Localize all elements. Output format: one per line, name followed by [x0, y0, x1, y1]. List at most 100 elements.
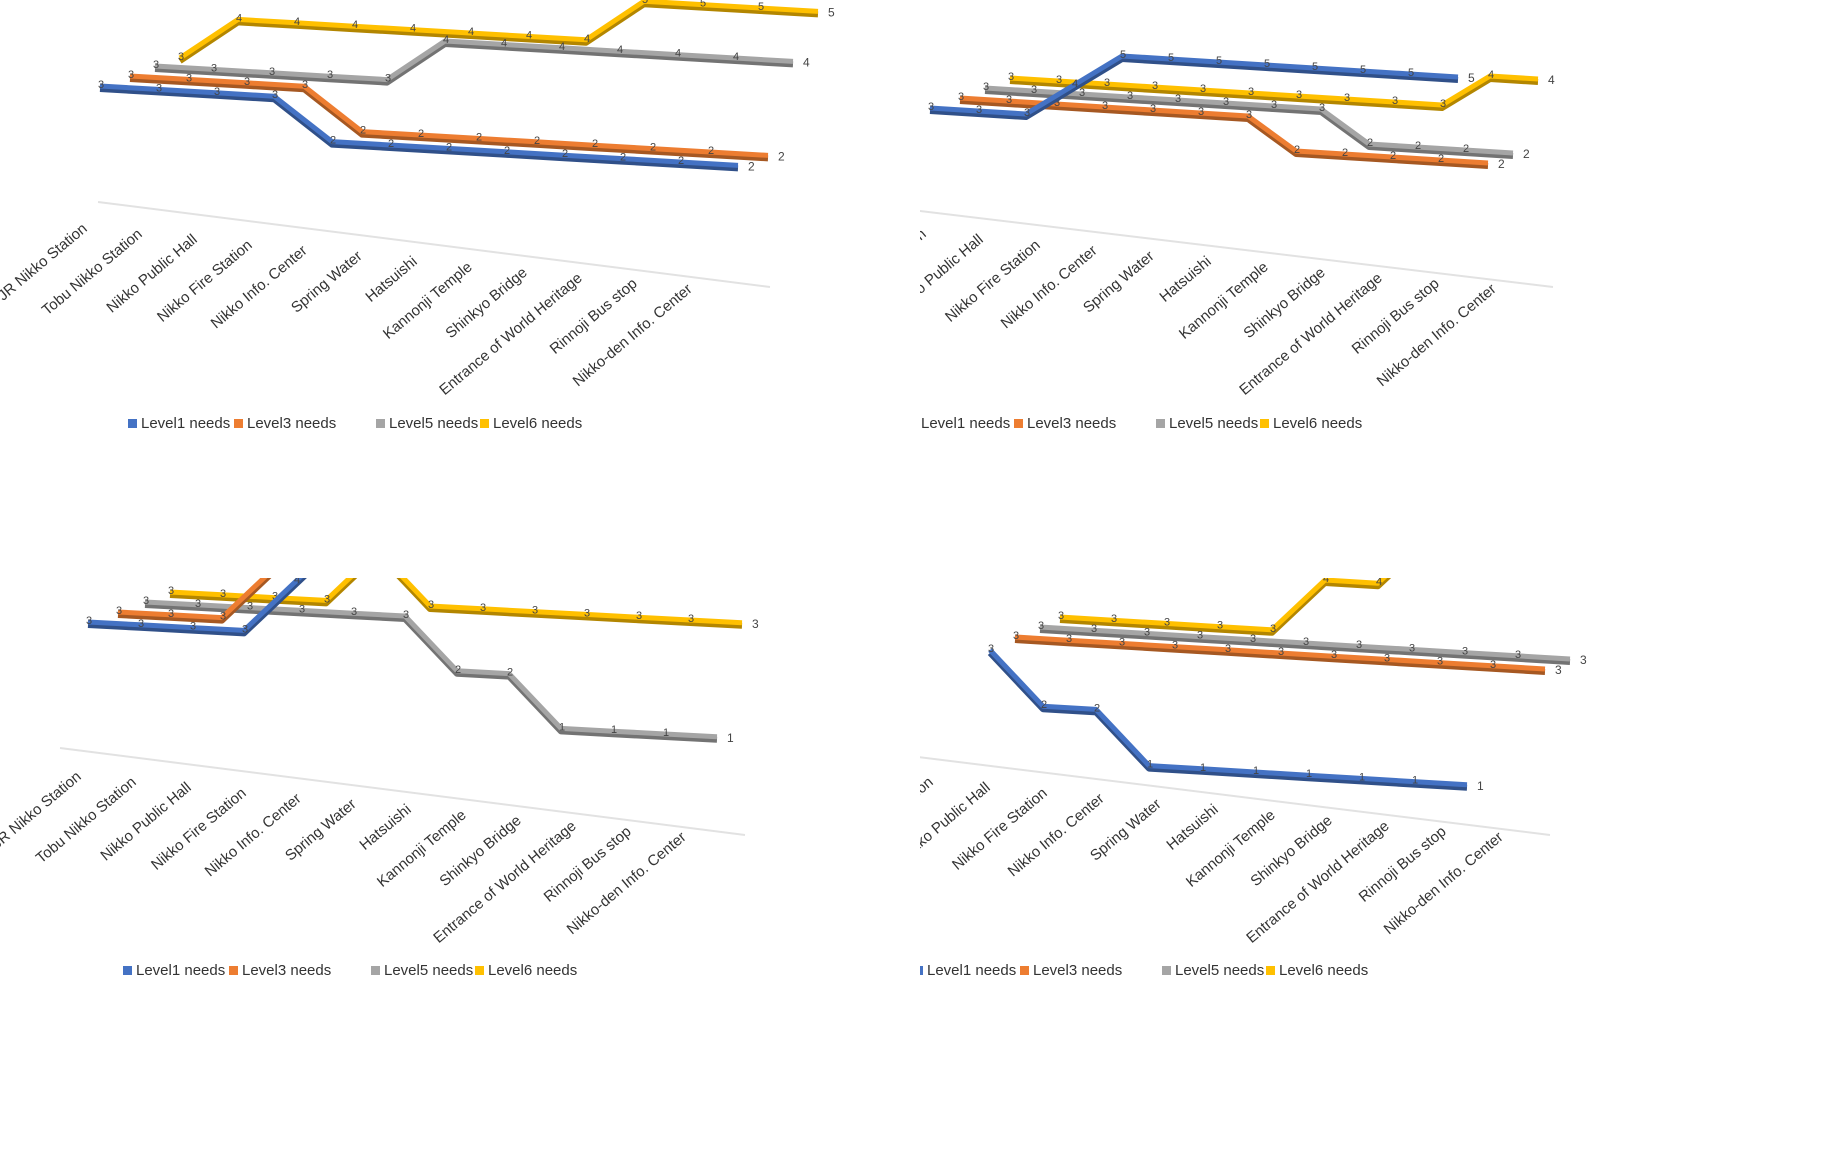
- data-label: 2: [1498, 157, 1505, 171]
- data-label: 3: [1031, 84, 1037, 96]
- chart-svg-2: 3 3 3 3 3 3 3 3 3 34 43 3 3 3 3 3 3 32 2 2 23 3 3 3 3 3 32 2 2 2 23 3 34…: [920, 49, 1555, 432]
- x-tick-label: Nikko-den Info. Center: [1381, 829, 1507, 938]
- data-label: 3: [1111, 613, 1117, 625]
- legend-label: Level3 needs: [1027, 415, 1116, 432]
- data-label: 2: [418, 128, 424, 140]
- data-label: 3: [688, 613, 694, 625]
- data-label: 1: [1253, 765, 1259, 777]
- legend-swatch: [128, 419, 137, 428]
- data-label: 2: [1094, 702, 1100, 714]
- data-label: 4: [526, 29, 532, 41]
- data-label: 3: [1198, 106, 1204, 118]
- data-label: 4: [410, 23, 416, 35]
- data-label: 4: [294, 578, 300, 586]
- series-line-level3-needs: [129, 73, 769, 158]
- data-label: 3: [153, 59, 159, 71]
- data-label: 2: [1367, 137, 1373, 149]
- series-ribbon-shadow: [129, 76, 769, 162]
- data-label: 3: [186, 72, 192, 84]
- data-label: 2: [1041, 699, 1047, 711]
- series-ribbon-shadow: [929, 56, 1459, 120]
- data-label: 4: [1548, 73, 1555, 87]
- data-label: 3: [98, 79, 104, 91]
- series-ribbon-shadow: [144, 602, 718, 743]
- data-label: 3: [242, 623, 248, 635]
- data-label: 3: [143, 595, 149, 607]
- x-tick-label: Nikko-den Info. Center: [570, 281, 696, 390]
- data-label: 1: [611, 724, 617, 736]
- series-line-level1-needs: [929, 53, 1459, 117]
- data-label: 2: [678, 155, 684, 167]
- legend-swatch: [475, 966, 484, 975]
- legend-swatch: [1014, 419, 1023, 428]
- data-label: 2: [708, 145, 714, 157]
- data-label: 3: [480, 602, 486, 614]
- legend-swatch: [123, 966, 132, 975]
- data-label: 4: [501, 37, 507, 49]
- data-label: 3: [1356, 639, 1362, 651]
- data-label: 4: [617, 44, 623, 56]
- data-label: 1: [727, 731, 734, 745]
- floor-axis-line: [920, 756, 1551, 836]
- series-ribbon-shadow: [178, 1, 819, 64]
- series-ribbon-shadow: [87, 578, 307, 637]
- data-label: 3: [168, 608, 174, 620]
- data-label: 3: [1246, 109, 1252, 121]
- data-label: 3: [1058, 610, 1064, 622]
- data-label: 2: [592, 138, 598, 150]
- data-label: 5: [1216, 55, 1222, 67]
- data-label: 2: [455, 664, 461, 676]
- data-label: 3: [1250, 633, 1256, 645]
- data-label: 4: [1072, 78, 1078, 90]
- data-label: 4: [803, 55, 810, 69]
- legend-label: Level5 needs: [1175, 962, 1264, 979]
- data-label: 3: [1024, 107, 1030, 119]
- data-label: 3: [1440, 98, 1446, 110]
- data-label: 3: [1271, 99, 1277, 111]
- series-ribbon-shadow: [117, 578, 272, 624]
- data-label: 3: [211, 62, 217, 74]
- data-label: 3: [302, 79, 308, 91]
- data-label: 3: [1270, 623, 1276, 635]
- legend-swatch: [920, 966, 923, 975]
- series-ribbon-shadow: [984, 88, 1514, 159]
- data-label: 5: [1408, 67, 1414, 79]
- data-label: 3: [1217, 620, 1223, 632]
- series-ribbon-shadow: [99, 86, 739, 172]
- data-label: 4: [1376, 578, 1382, 588]
- data-label: 3: [1248, 86, 1254, 98]
- data-label: 2: [1390, 150, 1396, 162]
- data-label: 3: [244, 76, 250, 88]
- data-label: 4: [675, 48, 681, 60]
- data-label: 3: [272, 591, 278, 603]
- data-label: 2: [1463, 143, 1469, 155]
- data-label: 3: [976, 104, 982, 116]
- legend-swatch: [229, 966, 238, 975]
- x-tick-label: Nikko-den Info. Center: [1374, 281, 1500, 390]
- data-label: 4: [294, 16, 300, 28]
- series-line-level5-needs: [1039, 624, 1571, 662]
- data-label: 1: [1359, 771, 1365, 783]
- data-label: 3: [1054, 97, 1060, 109]
- data-label: 3: [1278, 646, 1284, 658]
- data-label: 1: [559, 721, 565, 733]
- data-label: 3: [1152, 80, 1158, 92]
- data-label: 3: [156, 82, 162, 94]
- data-label: 3: [1008, 71, 1014, 83]
- data-label: 5: [828, 5, 835, 19]
- data-label: 3: [584, 607, 590, 619]
- data-label: 5: [700, 0, 706, 10]
- data-label: 5: [1264, 58, 1270, 70]
- data-label: 3: [1006, 94, 1012, 106]
- data-label: 2: [1294, 144, 1300, 156]
- x-tick-label: Hatsuishi: [356, 801, 414, 854]
- chart-svg-4: 3333344553333333333333333333333322111111…: [920, 578, 1587, 979]
- data-label: 3: [1144, 626, 1150, 638]
- x-tick-label: Hatsuishi: [1156, 253, 1214, 306]
- chart-svg-3: 3333433333333333332211113334555555553333…: [0, 578, 759, 979]
- data-label: 3: [1409, 642, 1415, 654]
- data-label: 4: [443, 34, 449, 46]
- data-label: 1: [1412, 775, 1418, 787]
- data-label: 4: [733, 51, 739, 63]
